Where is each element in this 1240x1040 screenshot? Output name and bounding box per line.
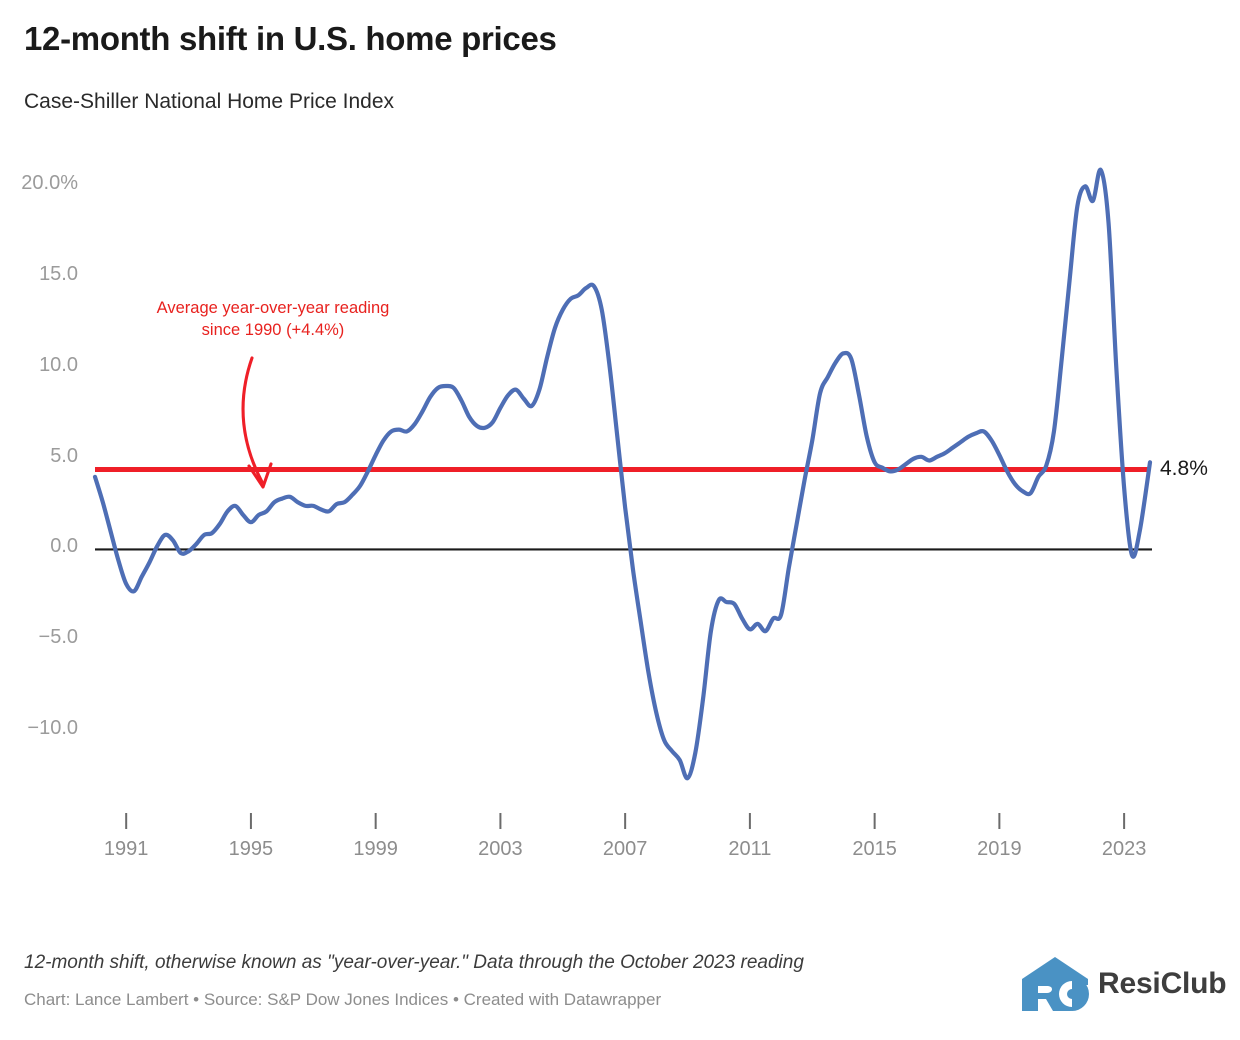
- y-axis-tick-label: −10.0: [27, 717, 78, 739]
- line-chart-svg: [92, 167, 1153, 829]
- credit-text: Chart: Lance Lambert • Source: S&P Dow J…: [24, 990, 662, 1009]
- y-axis-tick-label: 20.0%: [21, 172, 78, 195]
- last-value-label: 4.8%: [1160, 456, 1208, 480]
- annotation-arrow-icon: [241, 356, 264, 484]
- y-axis-tick-label: −5.0: [38, 626, 78, 649]
- chart-plot-area: 20.0% 15.0 10.0 5.0 0.0 −5.0 −10.0 1991 1995 199…: [0, 130, 1240, 920]
- y-axis-tick-label: 0.0: [50, 535, 78, 558]
- page-subtitle: Case-Shiller National Home Price Index: [24, 90, 394, 113]
- y-axis-tick-label: 10.0: [39, 353, 78, 376]
- x-axis-tick-label: 1999: [353, 838, 398, 860]
- y-axis-tick-label: 5.0: [50, 444, 78, 467]
- y-axis-tick-label: 15.0: [39, 263, 78, 286]
- x-axis-tick-label: 1991: [103, 838, 149, 860]
- x-axis-tick-label: 2003: [478, 838, 523, 860]
- x-axis-tick-label: 1995: [228, 838, 274, 860]
- average-annotation-text: Average year-over-year reading since 199…: [156, 299, 390, 339]
- x-axis-tick-label: 2019: [977, 838, 1022, 860]
- footnote-text: 12-month shift, otherwise known as "year…: [24, 952, 804, 973]
- page-title: 12-month shift in U.S. home prices: [24, 20, 557, 57]
- x-axis-tick-label: 2007: [602, 838, 648, 860]
- resiclub-logo-mark: [1022, 957, 1089, 1011]
- x-axis-tick-label: 2023: [1101, 838, 1147, 860]
- x-axis-tick-label: 2015: [852, 838, 897, 860]
- x-axis-ticks: [125, 813, 1126, 829]
- resiclub-logo-text: ResiClub: [1098, 967, 1227, 1000]
- annotation-arrowhead-icon: [247, 462, 273, 489]
- resiclub-logo[interactable]: ResiClub: [1016, 955, 1227, 1017]
- home-price-series-line: [92, 167, 1153, 781]
- x-axis-tick-label: 2011: [728, 838, 772, 860]
